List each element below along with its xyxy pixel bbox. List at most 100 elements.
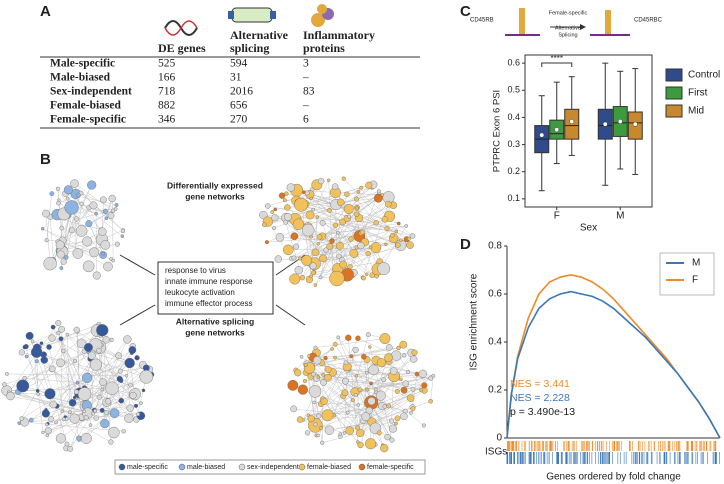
network-edge	[324, 401, 361, 446]
network-node	[108, 426, 120, 439]
y-tick-label: 0.4	[488, 337, 502, 348]
rug-label: ISGs	[485, 447, 507, 458]
network-node	[129, 391, 137, 400]
legend-label: female-specific	[367, 464, 414, 471]
network-node	[126, 404, 134, 412]
network-node	[345, 410, 350, 415]
network-node	[60, 258, 67, 265]
network-node	[329, 270, 345, 287]
network-node	[404, 224, 409, 228]
network-node	[339, 260, 348, 269]
network-node	[391, 350, 402, 361]
network-node	[311, 248, 320, 257]
schematic-label: Splicing	[558, 32, 577, 38]
network-node	[275, 233, 285, 242]
network-node	[56, 358, 65, 368]
legend-swatch	[665, 68, 683, 82]
network-node	[400, 412, 408, 421]
network-node	[283, 219, 289, 225]
network-node	[121, 429, 126, 434]
network-node	[421, 382, 428, 389]
network-node	[55, 240, 65, 250]
network-node	[124, 373, 129, 378]
y-tick-label: 0.8	[488, 241, 502, 252]
network-node	[124, 413, 134, 423]
network-node	[65, 332, 70, 337]
network-node	[394, 421, 398, 426]
network-node	[64, 200, 79, 215]
network-node	[63, 185, 73, 195]
network-node	[365, 181, 373, 189]
network-node	[299, 274, 306, 281]
y-axis-label: ISG enrichment score	[469, 273, 480, 370]
network-node	[56, 250, 65, 259]
network-node	[49, 400, 58, 409]
network-node	[56, 200, 61, 206]
network-node	[323, 355, 328, 361]
network-node	[109, 337, 114, 342]
network-node	[399, 377, 403, 382]
table-cell: 3	[303, 58, 309, 70]
network-node	[406, 241, 414, 249]
network-node	[356, 428, 365, 437]
network-node	[305, 210, 315, 220]
y-axis-label: PTPRC Exon 6 PSI	[492, 90, 503, 172]
network-node	[368, 245, 373, 250]
network-node	[94, 211, 98, 216]
network-node	[384, 225, 390, 232]
network-title: Differentially expressed	[167, 180, 263, 190]
network-node	[92, 271, 101, 280]
network-node	[368, 364, 379, 376]
network-node	[384, 242, 388, 247]
network-node	[283, 244, 294, 256]
network-node	[102, 208, 108, 214]
network-node	[93, 415, 99, 421]
network-node	[289, 273, 301, 285]
network-node	[341, 389, 349, 397]
y-tick-label: 0.1	[507, 193, 520, 203]
network-node	[384, 433, 391, 441]
network-edge	[296, 200, 388, 229]
network-node	[301, 223, 315, 237]
annotation: NES = 3.441	[510, 378, 570, 390]
network-edge	[316, 383, 372, 436]
network-node	[290, 232, 299, 241]
legend-label: sex-independent	[247, 464, 299, 471]
network-node	[135, 412, 141, 417]
network-edge	[60, 329, 62, 439]
network-node	[141, 388, 146, 393]
y-tick-label: 0.2	[507, 166, 520, 176]
network-node	[345, 426, 354, 435]
legend-swatch	[238, 463, 246, 471]
network-node	[359, 185, 364, 190]
network-edge	[322, 374, 324, 443]
network-node	[103, 410, 110, 416]
network-node	[270, 210, 274, 214]
network-node	[343, 360, 349, 366]
network-node	[111, 258, 115, 263]
network-node	[352, 346, 359, 354]
network-node	[282, 198, 287, 203]
network-node	[318, 275, 323, 280]
network-node	[354, 393, 358, 397]
network-node	[35, 388, 40, 393]
network-node	[72, 248, 84, 259]
network-edge	[47, 347, 89, 424]
legend-label: First	[688, 88, 708, 99]
network-node	[117, 368, 123, 374]
network-node	[402, 380, 410, 387]
go-term: leukocyte activation	[165, 288, 235, 297]
network-node	[319, 426, 323, 430]
network-node	[139, 401, 143, 405]
network-node	[313, 283, 318, 287]
network-node	[76, 435, 82, 441]
network-node	[68, 227, 75, 234]
network-node	[61, 348, 66, 354]
table-cell: 83	[303, 86, 315, 98]
network-node	[118, 397, 125, 404]
network-node	[349, 248, 359, 258]
network-node	[105, 381, 119, 396]
row-label: Male-specific	[50, 58, 115, 70]
schematic-icons	[505, 8, 630, 36]
network-node	[272, 226, 277, 231]
